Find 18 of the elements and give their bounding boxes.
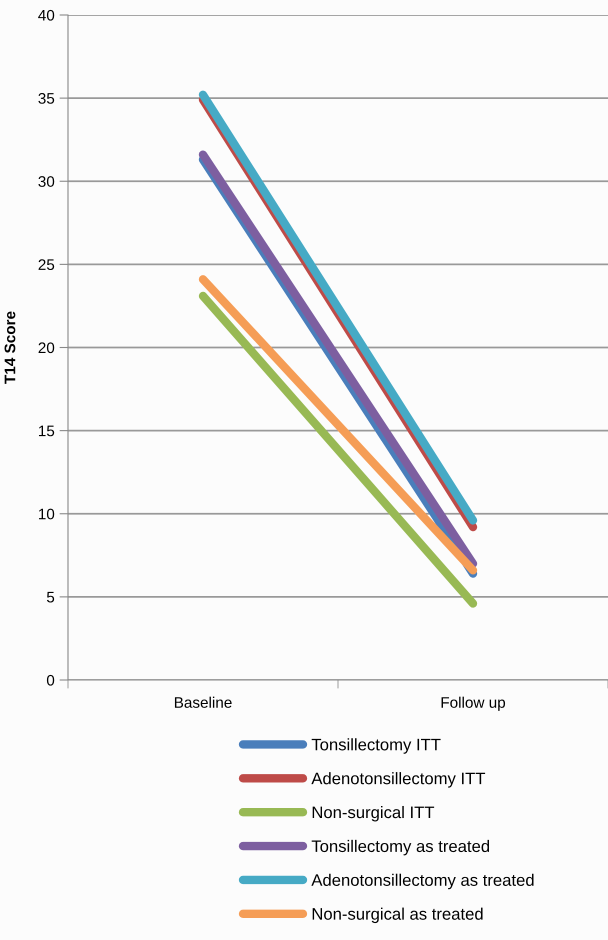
legend-label: Non-surgical as treated (312, 908, 483, 924)
x-tick-label: Follow up (442, 696, 506, 711)
legend-label: Non-surgical ITT (312, 806, 434, 822)
legend-label: Adenotonsillectomy ITT (311, 772, 486, 788)
y-tick-label: 20 (38, 342, 54, 354)
y-axis-title: T14 Score (4, 312, 16, 384)
y-tick-label: 5 (46, 592, 54, 603)
legend-label: Tonsillectomy as treated (312, 840, 490, 856)
y-tick-label: 30 (38, 176, 54, 187)
y-tick-label: 10 (38, 508, 54, 520)
y-tick-label: 40 (38, 10, 54, 21)
y-tick-label: 35 (38, 92, 54, 104)
legend-label: Adenotonsillectomy as treated (311, 874, 534, 890)
x-tick-label: Baseline (174, 696, 232, 708)
y-tick-label: 25 (38, 259, 54, 270)
y-tick-label: 0 (46, 674, 54, 686)
legend-label: Tonsillectomy ITT (312, 738, 441, 754)
y-tick-label: 15 (38, 426, 54, 436)
